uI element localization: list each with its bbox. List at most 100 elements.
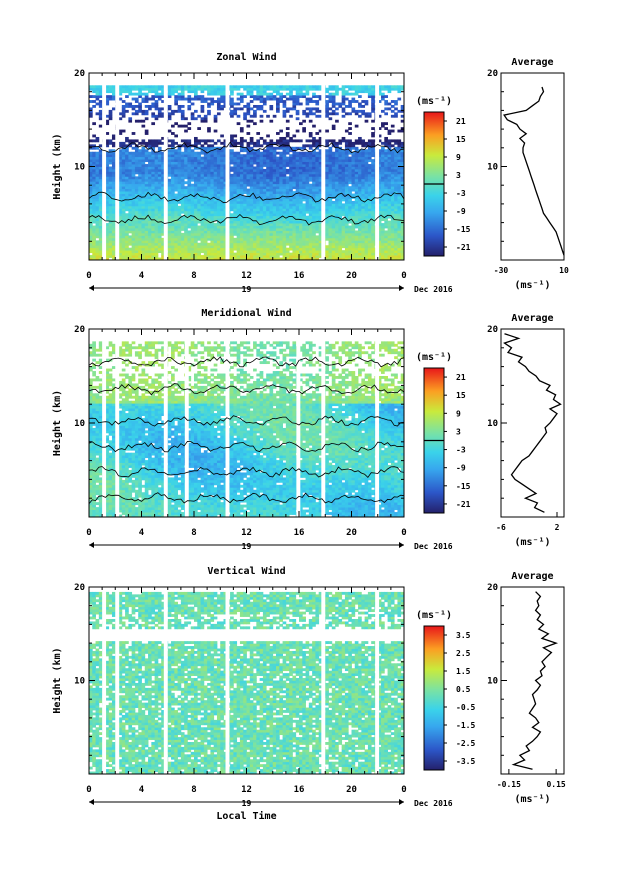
heatmap-cell	[377, 250, 382, 254]
heatmap-cell	[89, 237, 93, 241]
heatmap-cell	[230, 247, 234, 251]
heatmap-cell	[328, 92, 333, 96]
heatmap-cell	[328, 232, 333, 236]
heatmap-cell	[259, 87, 264, 91]
heatmap-cell	[157, 198, 162, 202]
heatmap-cell	[279, 232, 283, 236]
heatmap-cell	[216, 154, 221, 158]
heatmap-cell	[154, 205, 159, 209]
heatmap-cell	[371, 87, 375, 91]
heatmap-cell	[243, 117, 247, 121]
heatmap-cell	[302, 87, 306, 91]
heatmap-cell	[154, 215, 159, 219]
heatmap-cell	[194, 218, 198, 222]
heatmap-cell	[381, 188, 385, 192]
heatmap-cell	[210, 183, 215, 187]
heatmap-cell	[269, 223, 274, 226]
heatmap-cell	[259, 252, 264, 256]
heatmap-cell	[89, 218, 93, 222]
heatmap-cell	[367, 210, 372, 214]
heatmap-cell	[338, 220, 343, 224]
heatmap-cell	[197, 168, 201, 172]
heatmap-cell	[282, 218, 287, 222]
heatmap-cell	[305, 151, 310, 155]
heatmap-cell	[223, 242, 228, 246]
heatmap-cell	[338, 181, 343, 185]
heatmap-cell	[148, 154, 152, 158]
heatmap-cell	[151, 208, 156, 212]
heatmap-cell	[256, 171, 261, 175]
heatmap-cell	[318, 218, 323, 222]
heatmap-cell	[325, 205, 329, 209]
heatmap-cell	[249, 223, 254, 226]
heatmap-cell	[262, 87, 267, 91]
heatmap-cell	[276, 200, 280, 204]
heatmap-cell	[171, 149, 175, 153]
heatmap-cell	[331, 168, 336, 172]
heatmap-cell	[223, 141, 228, 145]
heatmap-cell	[174, 149, 178, 153]
heatmap-cell	[285, 198, 290, 202]
heatmap-cell	[230, 230, 234, 234]
heatmap-cell	[131, 146, 136, 150]
heatmap-cell	[171, 176, 175, 180]
heatmap-cell	[161, 161, 165, 165]
heatmap-cell	[256, 188, 261, 192]
heatmap-cell	[279, 245, 283, 249]
heatmap-cell	[161, 237, 165, 241]
heatmap-cell	[302, 191, 306, 194]
heatmap-cell	[299, 257, 303, 261]
heatmap-cell	[354, 237, 359, 241]
heatmap-cell	[361, 232, 366, 236]
heatmap-cell	[167, 242, 172, 246]
heatmap-cell	[148, 161, 152, 165]
heatmap-cell	[338, 223, 343, 226]
heatmap-cell	[187, 166, 192, 170]
heatmap-cell	[177, 154, 182, 158]
heatmap-cell	[131, 161, 136, 165]
heatmap-cell	[213, 232, 218, 236]
heatmap-cell	[141, 196, 146, 199]
heatmap-cell	[95, 161, 100, 165]
heatmap-cell	[289, 228, 293, 231]
heatmap-cell	[377, 178, 382, 182]
heatmap-cell	[348, 100, 352, 103]
heatmap-cell	[157, 208, 162, 212]
heatmap-cell	[111, 203, 116, 207]
heatmap-cell	[289, 220, 293, 224]
heatmap-cell	[174, 205, 178, 209]
heatmap-cell	[318, 252, 323, 256]
heatmap-cell	[295, 112, 300, 116]
heatmap-cell	[276, 151, 280, 155]
heatmap-cell	[302, 232, 306, 236]
heatmap-cell	[171, 164, 175, 167]
heatmap-cell	[161, 171, 165, 175]
heatmap-cell	[200, 171, 205, 175]
heatmap-cell	[134, 149, 139, 153]
heatmap-cell	[98, 205, 103, 209]
heatmap-cell	[144, 196, 149, 199]
heatmap-cell	[344, 228, 349, 231]
heatmap-cell	[151, 210, 156, 214]
heatmap-cell	[216, 250, 221, 254]
heatmap-cell	[151, 181, 156, 185]
heatmap-cell	[236, 198, 241, 202]
heatmap-cell	[216, 104, 221, 108]
heatmap-cell	[289, 90, 293, 94]
heatmap-cell	[180, 188, 185, 192]
heatmap-cell	[358, 90, 362, 94]
heatmap-cell	[239, 141, 244, 145]
heatmap-cell	[98, 95, 103, 98]
heatmap-cell	[246, 203, 251, 207]
heatmap-cell	[167, 200, 172, 204]
heatmap-cell	[371, 223, 375, 226]
heatmap-cell	[249, 156, 254, 160]
heatmap-cell	[269, 213, 274, 217]
heatmap-cell	[312, 124, 316, 128]
heatmap-cell	[177, 146, 182, 150]
heatmap-cell	[239, 100, 244, 103]
heatmap-cell	[262, 149, 267, 153]
heatmap-cell	[190, 198, 195, 202]
heatmap-cell	[157, 188, 162, 192]
heatmap-cell	[318, 196, 323, 199]
